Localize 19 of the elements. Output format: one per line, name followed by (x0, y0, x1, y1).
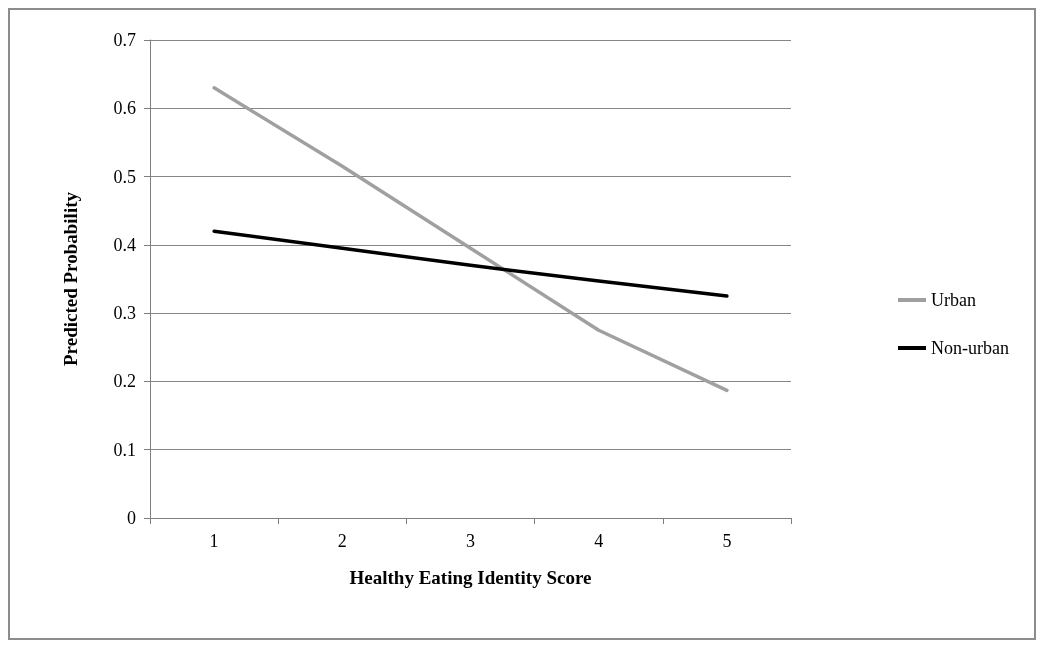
x-tick-label: 5 (722, 531, 732, 551)
y-axis-title: Predicted Probability (60, 191, 81, 366)
x-tick-label: 1 (209, 531, 219, 551)
y-tick-label: 0 (127, 508, 136, 528)
legend-label: Urban (931, 290, 977, 310)
y-tick-label: 0.4 (113, 234, 136, 255)
y-tick-label: 0.5 (113, 166, 136, 187)
y-tick-label: 0.7 (113, 30, 136, 50)
y-tick-label: 0.1 (113, 439, 136, 460)
legend-label: Non-urban (931, 338, 1010, 358)
x-axis-title: Healthy Eating Identity Score (349, 567, 592, 588)
line-series (212, 229, 729, 298)
y-tick-label: 0.3 (113, 303, 136, 324)
x-tick-label: 2 (337, 531, 347, 551)
y-tick-label: 0.2 (113, 371, 136, 392)
x-tick-label: 3 (466, 531, 475, 551)
x-tick-label: 4 (594, 531, 604, 551)
line-series (212, 86, 729, 393)
y-tick-label: 0.6 (113, 98, 136, 119)
